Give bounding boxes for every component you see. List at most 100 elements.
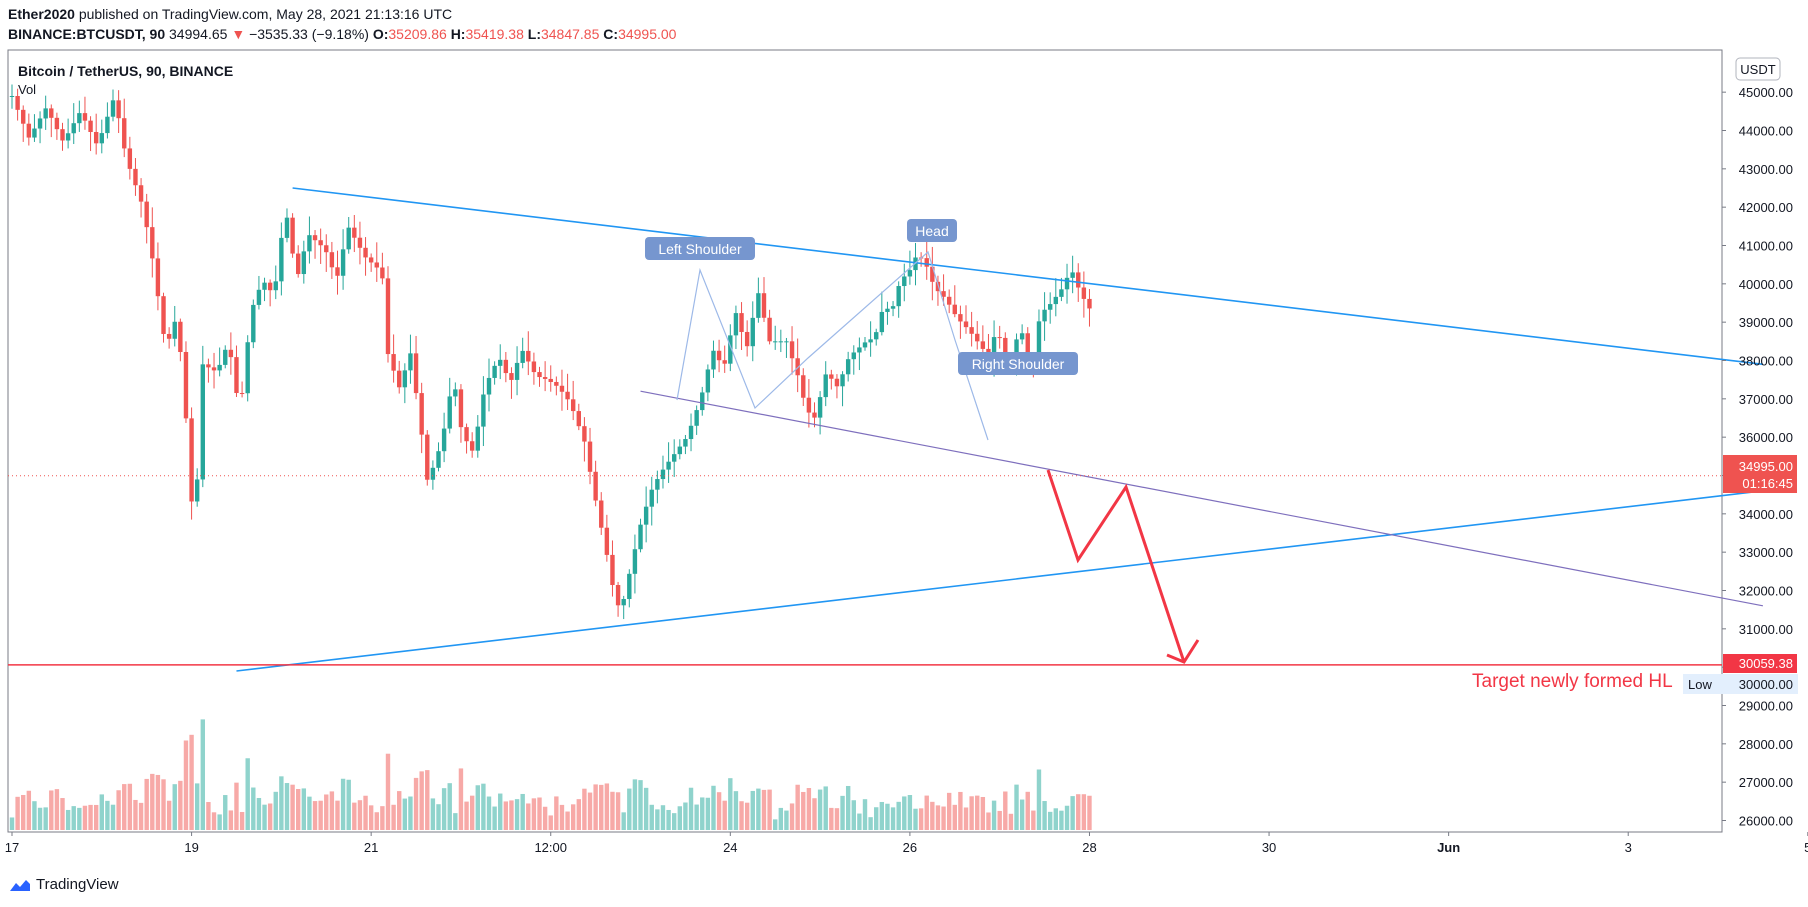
volume-bars bbox=[9, 719, 1092, 830]
candle-body bbox=[733, 313, 739, 336]
volume-bar bbox=[475, 785, 480, 830]
candle-body bbox=[789, 341, 795, 359]
volume-bar bbox=[548, 815, 553, 830]
candle-body bbox=[194, 479, 200, 502]
volume-bar bbox=[683, 802, 688, 830]
volume-bar bbox=[756, 788, 761, 830]
volume-bar bbox=[902, 796, 907, 830]
volume-bar bbox=[722, 800, 727, 830]
volume-bar bbox=[1070, 796, 1075, 830]
candle-body bbox=[262, 282, 267, 290]
price-tick-label: 33000.00 bbox=[1739, 545, 1793, 560]
candle-body bbox=[441, 428, 447, 452]
candle-body bbox=[857, 347, 862, 353]
volume-bar bbox=[290, 784, 295, 830]
candle-body bbox=[542, 377, 548, 379]
candle-body bbox=[77, 113, 82, 124]
candle-body bbox=[660, 469, 666, 480]
candle-body bbox=[144, 201, 149, 228]
low-label: L: bbox=[527, 26, 541, 42]
candle-body bbox=[93, 131, 99, 144]
high-value: 35419.38 bbox=[465, 26, 524, 42]
countdown-value: 01:16:45 bbox=[1742, 476, 1793, 491]
candle-body bbox=[284, 217, 290, 238]
low-label: Low bbox=[1688, 677, 1712, 692]
drawings bbox=[8, 187, 1764, 672]
right-shoulder-label[interactable]: Right Shoulder bbox=[958, 352, 1078, 375]
candle-body bbox=[256, 289, 262, 305]
candle-body bbox=[576, 411, 581, 427]
volume-bar bbox=[206, 802, 211, 830]
candle-body bbox=[683, 439, 688, 447]
candle-body bbox=[868, 339, 873, 343]
volume-bar bbox=[245, 758, 250, 830]
candle-body bbox=[1025, 333, 1030, 362]
volume-bar bbox=[391, 804, 396, 830]
candle-body bbox=[952, 304, 957, 315]
volume-bar bbox=[677, 806, 683, 830]
candle-body bbox=[217, 364, 222, 371]
volume-bar bbox=[514, 799, 520, 830]
volume-bar bbox=[711, 785, 716, 830]
volume-bar bbox=[705, 797, 711, 830]
currency-button[interactable]: USDT bbox=[1735, 57, 1781, 81]
volume-bar bbox=[189, 734, 194, 830]
volume-bar bbox=[155, 774, 161, 830]
currency-label: USDT bbox=[1740, 62, 1775, 77]
candle-body bbox=[711, 350, 716, 370]
open-value: 35209.86 bbox=[388, 26, 447, 42]
candle-body bbox=[1087, 298, 1092, 309]
candle-body bbox=[1059, 289, 1064, 297]
volume-bar bbox=[1019, 799, 1025, 830]
volume-bar bbox=[453, 813, 458, 830]
volume-bar bbox=[1003, 791, 1008, 830]
volume-bar bbox=[503, 801, 509, 830]
price-axis[interactable]: 26000.00 27000.00 28000.00 29000.00 31000.00… bbox=[1722, 85, 1793, 829]
low-value: 30000.00 bbox=[1739, 677, 1793, 692]
candle-body bbox=[380, 267, 385, 279]
volume-bar bbox=[183, 740, 189, 830]
candle-body bbox=[1047, 304, 1053, 310]
volume-bar bbox=[49, 790, 54, 830]
price-tick-label: 44000.00 bbox=[1739, 124, 1793, 139]
candle-body bbox=[554, 381, 559, 386]
candle-body bbox=[37, 118, 43, 129]
time-axis[interactable]: 17 19 21 12:00 24 26 28 30 Jun 3 5 bbox=[5, 832, 1808, 855]
symbol-name[interactable]: BINANCE:BTCUSDT, 90 bbox=[8, 26, 166, 42]
candle-body bbox=[604, 527, 610, 555]
footer-brand[interactable]: TradingView bbox=[8, 876, 119, 893]
candle-body bbox=[481, 394, 486, 427]
volume-bar bbox=[144, 778, 149, 830]
price-tick-label: 40000.00 bbox=[1739, 277, 1793, 292]
volume-bar bbox=[1047, 811, 1053, 830]
left-shoulder-label[interactable]: Left Shoulder bbox=[645, 237, 755, 260]
candle-body bbox=[655, 479, 660, 490]
candle-body bbox=[963, 321, 969, 328]
candle-body bbox=[924, 258, 929, 267]
volume-bar bbox=[329, 791, 335, 830]
head-label[interactable]: Head bbox=[907, 219, 957, 242]
author-name[interactable]: Ether2020 bbox=[8, 6, 75, 22]
volume-bar bbox=[296, 788, 301, 830]
candle-body bbox=[537, 372, 542, 378]
candle-body bbox=[447, 396, 452, 429]
volume-bar bbox=[941, 806, 946, 830]
volume-bar bbox=[178, 780, 183, 830]
candle-body bbox=[296, 253, 301, 275]
candle-body bbox=[419, 393, 424, 435]
candle-body bbox=[851, 352, 856, 360]
volume-bar bbox=[604, 783, 610, 830]
candle-body bbox=[503, 359, 509, 374]
candle-body bbox=[166, 333, 172, 339]
volume-bar bbox=[116, 790, 121, 830]
candle-body bbox=[138, 185, 144, 202]
candle-body bbox=[1019, 333, 1025, 340]
volume-bar bbox=[509, 800, 514, 830]
volume-bar bbox=[862, 799, 868, 830]
price-tick-label: 29000.00 bbox=[1739, 699, 1793, 714]
candle-body bbox=[273, 281, 278, 291]
candle-body bbox=[335, 267, 340, 276]
volume-bar bbox=[739, 801, 744, 830]
volume-bar bbox=[868, 817, 873, 830]
